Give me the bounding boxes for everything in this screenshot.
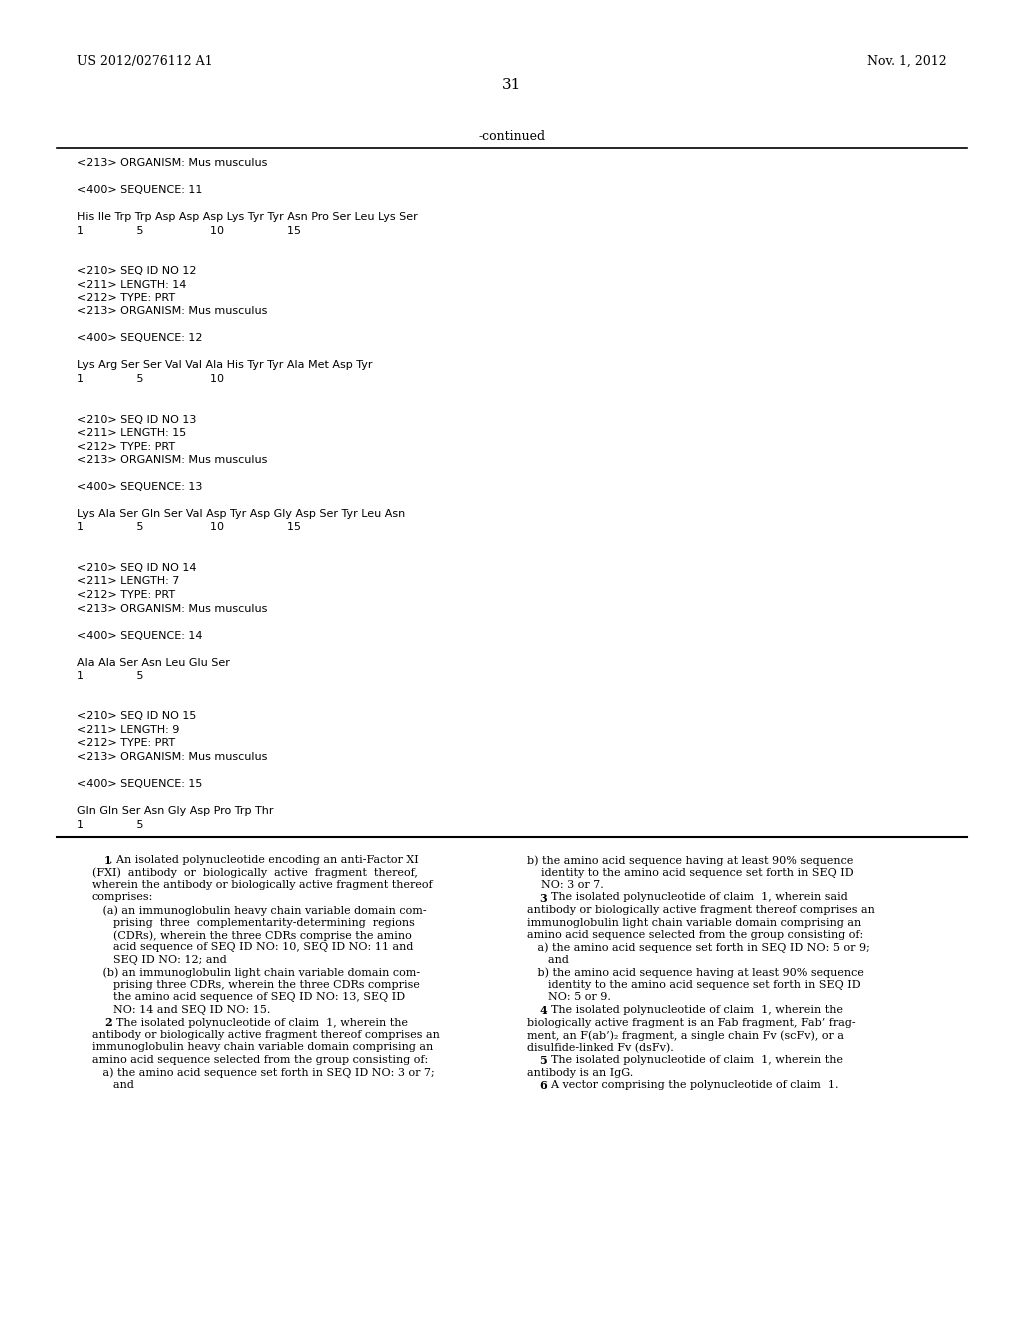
Text: Gln Gln Ser Asn Gly Asp Pro Trp Thr: Gln Gln Ser Asn Gly Asp Pro Trp Thr <box>77 807 273 816</box>
Text: <213> ORGANISM: Mus musculus: <213> ORGANISM: Mus musculus <box>77 306 267 317</box>
Text: Nov. 1, 2012: Nov. 1, 2012 <box>867 55 947 69</box>
Text: (CDRs), wherein the three CDRs comprise the amino: (CDRs), wherein the three CDRs comprise … <box>92 931 412 941</box>
Text: disulfide-linked Fv (dsFv).: disulfide-linked Fv (dsFv). <box>527 1043 674 1053</box>
Text: and: and <box>92 1080 134 1090</box>
Text: (b) an immunoglobulin light chain variable domain com-: (b) an immunoglobulin light chain variab… <box>92 968 420 978</box>
Text: NO: 3 or 7.: NO: 3 or 7. <box>527 880 604 890</box>
Text: immunoglobulin heavy chain variable domain comprising an: immunoglobulin heavy chain variable doma… <box>92 1043 433 1052</box>
Text: <211> LENGTH: 15: <211> LENGTH: 15 <box>77 428 186 438</box>
Text: antibody is an IgG.: antibody is an IgG. <box>527 1068 633 1077</box>
Text: SEQ ID NO: 12; and: SEQ ID NO: 12; and <box>92 954 226 965</box>
Text: <213> ORGANISM: Mus musculus: <213> ORGANISM: Mus musculus <box>77 455 267 465</box>
Text: Lys Ala Ser Gln Ser Val Asp Tyr Asp Gly Asp Ser Tyr Leu Asn: Lys Ala Ser Gln Ser Val Asp Tyr Asp Gly … <box>77 510 406 519</box>
Text: <212> TYPE: PRT: <212> TYPE: PRT <box>77 293 175 304</box>
Text: <400> SEQUENCE: 14: <400> SEQUENCE: 14 <box>77 631 203 640</box>
Text: <400> SEQUENCE: 15: <400> SEQUENCE: 15 <box>77 779 203 789</box>
Text: 1               5: 1 5 <box>77 671 143 681</box>
Text: 1               5                   10: 1 5 10 <box>77 374 224 384</box>
Text: 1: 1 <box>104 855 112 866</box>
Text: (a) an immunoglobulin heavy chain variable domain com-: (a) an immunoglobulin heavy chain variab… <box>92 906 427 916</box>
Text: <212> TYPE: PRT: <212> TYPE: PRT <box>77 738 175 748</box>
Text: Lys Arg Ser Ser Val Val Ala His Tyr Tyr Ala Met Asp Tyr: Lys Arg Ser Ser Val Val Ala His Tyr Tyr … <box>77 360 373 371</box>
Text: His Ile Trp Trp Asp Asp Asp Lys Tyr Tyr Asn Pro Ser Leu Lys Ser: His Ile Trp Trp Asp Asp Asp Lys Tyr Tyr … <box>77 213 418 222</box>
Text: . An isolated polynucleotide encoding an anti-Factor XI: . An isolated polynucleotide encoding an… <box>110 855 419 865</box>
Text: US 2012/0276112 A1: US 2012/0276112 A1 <box>77 55 213 69</box>
Text: <210> SEQ ID NO 15: <210> SEQ ID NO 15 <box>77 711 197 722</box>
Text: identity to the amino acid sequence set forth in SEQ ID: identity to the amino acid sequence set … <box>527 867 854 878</box>
Text: <211> LENGTH: 9: <211> LENGTH: 9 <box>77 725 179 735</box>
Text: . A vector comprising the polynucleotide of claim  1.: . A vector comprising the polynucleotide… <box>544 1080 839 1090</box>
Text: <212> TYPE: PRT: <212> TYPE: PRT <box>77 441 175 451</box>
Text: and: and <box>527 954 569 965</box>
Text: NO: 5 or 9.: NO: 5 or 9. <box>527 993 611 1002</box>
Text: b) the amino acid sequence having at least 90% sequence: b) the amino acid sequence having at lea… <box>527 968 864 978</box>
Text: amino acid sequence selected from the group consisting of:: amino acid sequence selected from the gr… <box>92 1055 428 1065</box>
Text: <400> SEQUENCE: 13: <400> SEQUENCE: 13 <box>77 482 203 492</box>
Text: 2: 2 <box>104 1018 112 1028</box>
Text: <400> SEQUENCE: 12: <400> SEQUENCE: 12 <box>77 334 203 343</box>
Text: ment, an F(ab’)₂ fragment, a single chain Fv (scFv), or a: ment, an F(ab’)₂ fragment, a single chai… <box>527 1030 844 1040</box>
Text: 31: 31 <box>503 78 521 92</box>
Text: <210> SEQ ID NO 12: <210> SEQ ID NO 12 <box>77 267 197 276</box>
Text: amino acid sequence selected from the group consisting of:: amino acid sequence selected from the gr… <box>527 931 863 940</box>
Text: immunoglobulin light chain variable domain comprising an: immunoglobulin light chain variable doma… <box>527 917 861 928</box>
Text: <211> LENGTH: 14: <211> LENGTH: 14 <box>77 280 186 289</box>
Text: 3: 3 <box>540 892 547 903</box>
Text: (FXI)  antibody  or  biologically  active  fragment  thereof,: (FXI) antibody or biologically active fr… <box>92 867 418 878</box>
Text: <213> ORGANISM: Mus musculus: <213> ORGANISM: Mus musculus <box>77 603 267 614</box>
Text: b) the amino acid sequence having at least 90% sequence: b) the amino acid sequence having at lea… <box>527 855 853 866</box>
Text: a) the amino acid sequence set forth in SEQ ID NO: 3 or 7;: a) the amino acid sequence set forth in … <box>92 1068 435 1078</box>
Text: Ala Ala Ser Asn Leu Glu Ser: Ala Ala Ser Asn Leu Glu Ser <box>77 657 229 668</box>
Text: -continued: -continued <box>478 129 546 143</box>
Text: <213> ORGANISM: Mus musculus: <213> ORGANISM: Mus musculus <box>77 752 267 762</box>
Text: acid sequence of SEQ ID NO: 10, SEQ ID NO: 11 and: acid sequence of SEQ ID NO: 10, SEQ ID N… <box>92 942 414 953</box>
Text: . The isolated polynucleotide of claim  1, wherein the: . The isolated polynucleotide of claim 1… <box>544 1005 843 1015</box>
Text: antibody or biologically active fragment thereof comprises an: antibody or biologically active fragment… <box>92 1030 440 1040</box>
Text: . The isolated polynucleotide of claim  1, wherein the: . The isolated polynucleotide of claim 1… <box>110 1018 409 1027</box>
Text: <212> TYPE: PRT: <212> TYPE: PRT <box>77 590 175 601</box>
Text: 1               5                   10                  15: 1 5 10 15 <box>77 523 301 532</box>
Text: wherein the antibody or biologically active fragment thereof: wherein the antibody or biologically act… <box>92 880 432 890</box>
Text: 4: 4 <box>540 1005 547 1016</box>
Text: . The isolated polynucleotide of claim  1, wherein said: . The isolated polynucleotide of claim 1… <box>544 892 848 903</box>
Text: <210> SEQ ID NO 13: <210> SEQ ID NO 13 <box>77 414 197 425</box>
Text: biologically active fragment is an Fab fragment, Fab’ frag-: biologically active fragment is an Fab f… <box>527 1018 856 1027</box>
Text: antibody or biologically active fragment thereof comprises an: antibody or biologically active fragment… <box>527 906 874 915</box>
Text: <400> SEQUENCE: 11: <400> SEQUENCE: 11 <box>77 185 203 195</box>
Text: <211> LENGTH: 7: <211> LENGTH: 7 <box>77 577 179 586</box>
Text: NO: 14 and SEQ ID NO: 15.: NO: 14 and SEQ ID NO: 15. <box>92 1005 270 1015</box>
Text: prising three CDRs, wherein the three CDRs comprise: prising three CDRs, wherein the three CD… <box>92 979 420 990</box>
Text: 1               5: 1 5 <box>77 820 143 829</box>
Text: <213> ORGANISM: Mus musculus: <213> ORGANISM: Mus musculus <box>77 158 267 168</box>
Text: 6: 6 <box>540 1080 547 1092</box>
Text: . The isolated polynucleotide of claim  1, wherein the: . The isolated polynucleotide of claim 1… <box>544 1055 843 1065</box>
Text: 1               5                   10                  15: 1 5 10 15 <box>77 226 301 235</box>
Text: identity to the amino acid sequence set forth in SEQ ID: identity to the amino acid sequence set … <box>527 979 860 990</box>
Text: prising  three  complementarity-determining  regions: prising three complementarity-determinin… <box>92 917 415 928</box>
Text: 5: 5 <box>540 1055 547 1067</box>
Text: the amino acid sequence of SEQ ID NO: 13, SEQ ID: the amino acid sequence of SEQ ID NO: 13… <box>92 993 406 1002</box>
Text: comprises:: comprises: <box>92 892 154 903</box>
Text: <210> SEQ ID NO 14: <210> SEQ ID NO 14 <box>77 564 197 573</box>
Text: a) the amino acid sequence set forth in SEQ ID NO: 5 or 9;: a) the amino acid sequence set forth in … <box>527 942 869 953</box>
